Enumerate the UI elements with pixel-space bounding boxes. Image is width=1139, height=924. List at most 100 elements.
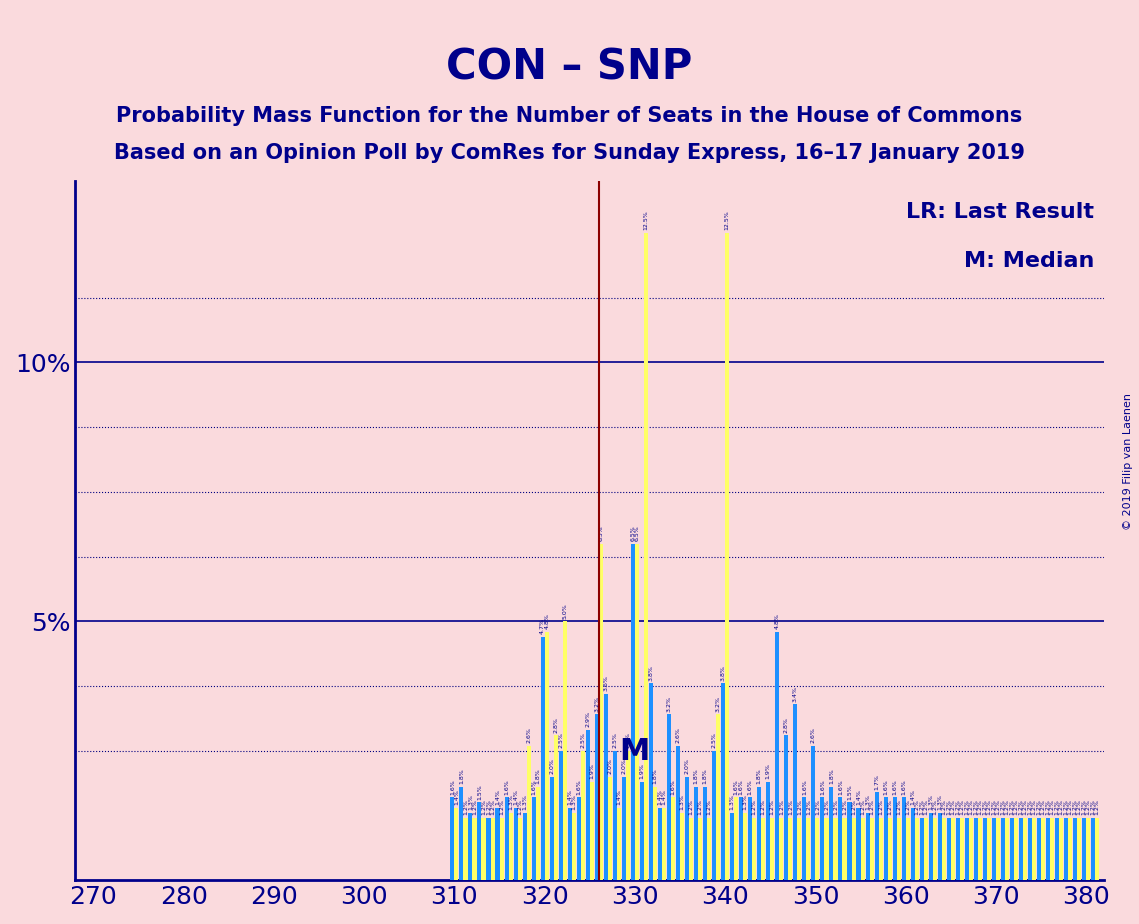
Bar — [956, 818, 960, 881]
Text: 2.5%: 2.5% — [580, 732, 585, 748]
Text: 2.6%: 2.6% — [811, 727, 816, 743]
Text: 1.2%: 1.2% — [995, 799, 1000, 816]
Bar — [788, 818, 793, 881]
Text: 1.3%: 1.3% — [730, 795, 735, 810]
Text: 1.2%: 1.2% — [959, 799, 965, 816]
Bar — [1014, 818, 1018, 881]
Text: 1.2%: 1.2% — [1091, 799, 1096, 816]
Bar — [995, 818, 1000, 881]
Bar — [947, 818, 951, 881]
Bar — [829, 787, 834, 881]
Text: 1.3%: 1.3% — [508, 795, 513, 810]
Text: 1.3%: 1.3% — [522, 795, 527, 810]
Text: 1.4%: 1.4% — [857, 789, 861, 805]
Bar — [707, 818, 711, 881]
Bar — [1005, 818, 1009, 881]
Bar — [535, 787, 540, 881]
Bar — [1050, 818, 1054, 881]
Bar — [1073, 818, 1077, 881]
Bar — [509, 813, 513, 881]
Bar — [735, 797, 738, 881]
Bar — [464, 818, 467, 881]
Bar — [644, 233, 648, 881]
Text: 1.2%: 1.2% — [965, 799, 969, 816]
Bar — [590, 782, 593, 881]
Bar — [675, 746, 680, 881]
Bar — [928, 813, 933, 881]
Bar — [716, 714, 720, 881]
Text: 1.8%: 1.8% — [694, 769, 698, 784]
Bar — [1029, 818, 1032, 881]
Text: 1.2%: 1.2% — [1064, 799, 1068, 816]
Bar — [604, 694, 608, 881]
Text: 1.2%: 1.2% — [986, 799, 991, 816]
Bar — [852, 818, 855, 881]
Text: 1.9%: 1.9% — [589, 763, 595, 779]
Bar — [572, 813, 576, 881]
Text: 1.2%: 1.2% — [991, 799, 997, 816]
Bar — [532, 797, 535, 881]
Bar — [730, 813, 735, 881]
Bar — [1041, 818, 1046, 881]
Text: 2.0%: 2.0% — [622, 759, 626, 774]
Text: 1.2%: 1.2% — [1055, 799, 1059, 816]
Bar — [1055, 818, 1059, 881]
Bar — [893, 797, 896, 881]
Text: 1.6%: 1.6% — [734, 779, 739, 795]
Bar — [797, 818, 802, 881]
Bar — [514, 808, 517, 881]
Text: 1.2%: 1.2% — [706, 799, 712, 816]
Text: 1.4%: 1.4% — [657, 789, 663, 805]
Bar — [1077, 818, 1081, 881]
Bar — [486, 818, 491, 881]
Text: M: Median: M: Median — [964, 251, 1093, 272]
Bar — [933, 818, 936, 881]
Text: 1.9%: 1.9% — [639, 763, 645, 779]
Bar — [969, 818, 973, 881]
Text: 1.6%: 1.6% — [901, 779, 907, 795]
Text: 1.4%: 1.4% — [567, 789, 572, 805]
Text: 3.8%: 3.8% — [648, 665, 654, 681]
Bar — [915, 818, 919, 881]
Text: 1.2%: 1.2% — [833, 799, 838, 816]
Bar — [658, 808, 662, 881]
Bar — [767, 782, 770, 881]
Bar — [834, 818, 837, 881]
Bar — [965, 818, 969, 881]
Text: 1.6%: 1.6% — [747, 779, 753, 795]
Bar — [820, 797, 825, 881]
Text: 1.2%: 1.2% — [878, 799, 883, 816]
Bar — [884, 797, 887, 881]
Text: 1.2%: 1.2% — [919, 799, 924, 816]
Bar — [978, 818, 982, 881]
Text: 1.2%: 1.2% — [1014, 799, 1018, 816]
Bar — [752, 818, 756, 881]
Text: 1.2%: 1.2% — [481, 799, 486, 816]
Text: 1.6%: 1.6% — [576, 779, 581, 795]
Text: 1.2%: 1.2% — [1032, 799, 1036, 816]
Bar — [468, 813, 473, 881]
Text: 1.2%: 1.2% — [915, 799, 919, 816]
Bar — [613, 750, 617, 881]
Bar — [671, 797, 675, 881]
Text: 1.4%: 1.4% — [662, 789, 666, 805]
Text: 1.3%: 1.3% — [743, 795, 747, 810]
Bar — [757, 787, 761, 881]
Text: 1.2%: 1.2% — [1085, 799, 1091, 816]
Text: 1.2%: 1.2% — [806, 799, 811, 816]
Bar — [1064, 818, 1068, 881]
Text: 1.2%: 1.2% — [462, 799, 468, 816]
Bar — [992, 818, 995, 881]
Text: Probability Mass Function for the Number of Seats in the House of Commons: Probability Mass Function for the Number… — [116, 106, 1023, 127]
Text: 6.5%: 6.5% — [634, 526, 639, 541]
Bar — [744, 813, 747, 881]
Text: 1.2%: 1.2% — [1058, 799, 1064, 816]
Bar — [477, 802, 482, 881]
Text: 1.2%: 1.2% — [1036, 799, 1041, 816]
Text: 1.2%: 1.2% — [906, 799, 910, 816]
Text: 2.5%: 2.5% — [712, 732, 716, 748]
Bar — [779, 818, 784, 881]
Text: 1.3%: 1.3% — [928, 795, 933, 810]
Text: 1.6%: 1.6% — [531, 779, 536, 795]
Text: 1.2%: 1.2% — [977, 799, 983, 816]
